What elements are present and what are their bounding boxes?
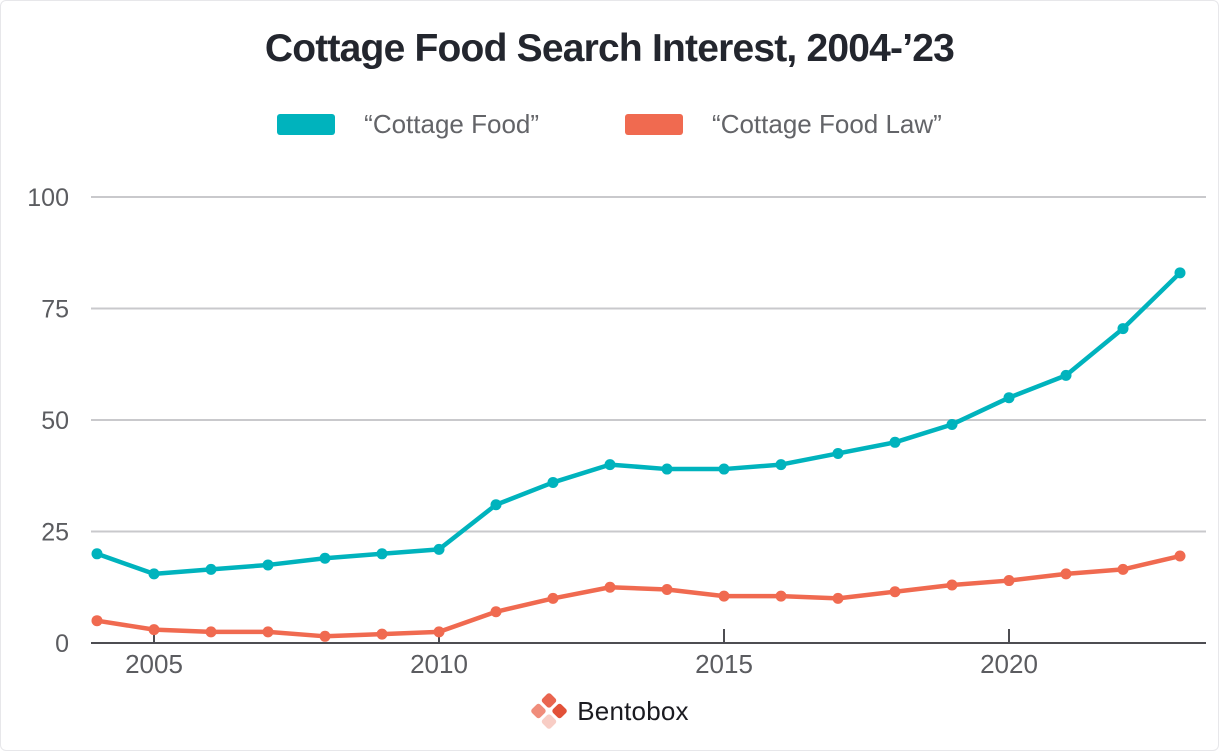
- data-point-0-2015: [718, 463, 730, 475]
- data-point-1-2012: [547, 592, 559, 604]
- legend-swatch-cottage-food-law: [625, 114, 684, 135]
- data-point-0-2022: [1117, 323, 1129, 335]
- data-point-1-2014: [661, 583, 673, 595]
- data-point-1-2015: [718, 590, 730, 602]
- data-point-1-2017: [832, 592, 844, 604]
- x-axis-label-2010: 2010: [410, 649, 468, 679]
- brand-name: Bentobox: [577, 695, 689, 726]
- x-axis-label-2020: 2020: [980, 649, 1038, 679]
- data-point-1-2011: [490, 606, 502, 618]
- legend-item-cottage-food: “Cottage Food”: [277, 109, 539, 140]
- series-line-1: [94, 553, 1183, 639]
- data-point-0-2016: [775, 459, 787, 471]
- data-point-0-2004: [91, 548, 103, 560]
- x-axis-label-2005: 2005: [125, 649, 183, 679]
- data-point-1-2006: [205, 626, 217, 638]
- data-point-1-2005: [148, 624, 160, 636]
- legend: “Cottage Food” “Cottage Food Law”: [1, 109, 1218, 140]
- data-point-1-2010: [433, 626, 445, 638]
- data-point-0-2007: [262, 559, 274, 571]
- legend-item-cottage-food-law: “Cottage Food Law”: [625, 109, 942, 140]
- data-point-1-2009: [376, 628, 388, 640]
- data-point-0-2017: [832, 447, 844, 459]
- series-line-0: [94, 270, 1183, 577]
- data-point-1-2004: [91, 615, 103, 627]
- data-point-0-2020: [1003, 392, 1015, 404]
- data-point-0-2009: [376, 548, 388, 560]
- data-point-1-2019: [946, 579, 958, 591]
- x-axis-label-2015: 2015: [695, 649, 753, 679]
- data-point-0-2011: [490, 499, 502, 511]
- data-point-1-2020: [1003, 575, 1015, 587]
- data-point-0-2014: [661, 463, 673, 475]
- brand-footer: Bentobox: [1, 692, 1218, 730]
- data-point-0-2012: [547, 476, 559, 488]
- data-point-0-2019: [946, 418, 958, 430]
- data-point-0-2005: [148, 568, 160, 580]
- data-point-1-2016: [775, 590, 787, 602]
- bentobox-logo-icon: [531, 693, 568, 729]
- y-axis-label-100: 100: [27, 184, 69, 212]
- data-point-1-2022: [1117, 563, 1129, 575]
- data-point-0-2008: [319, 552, 331, 564]
- y-axis-label-50: 50: [41, 407, 69, 435]
- data-point-1-2007: [262, 626, 274, 638]
- data-point-1-2013: [604, 581, 616, 593]
- legend-swatch-cottage-food: [277, 114, 336, 135]
- y-axis-label-0: 0: [55, 630, 69, 658]
- data-point-1-2023: [1174, 550, 1186, 562]
- y-axis-label-75: 75: [41, 296, 69, 324]
- legend-label-cottage-food: “Cottage Food”: [364, 109, 540, 139]
- legend-label-cottage-food-law: “Cottage Food Law”: [712, 109, 942, 139]
- data-point-1-2021: [1060, 568, 1072, 580]
- data-point-1-2008: [319, 630, 331, 642]
- data-point-0-2013: [604, 459, 616, 471]
- y-axis-label-25: 25: [41, 519, 69, 547]
- data-point-0-2010: [433, 543, 445, 555]
- data-point-0-2018: [889, 436, 901, 448]
- chart-title: Cottage Food Search Interest, 2004-’23: [264, 27, 955, 70]
- data-point-0-2006: [205, 563, 217, 575]
- data-point-0-2023: [1174, 267, 1186, 279]
- data-point-0-2021: [1060, 369, 1072, 381]
- data-point-1-2018: [889, 586, 901, 598]
